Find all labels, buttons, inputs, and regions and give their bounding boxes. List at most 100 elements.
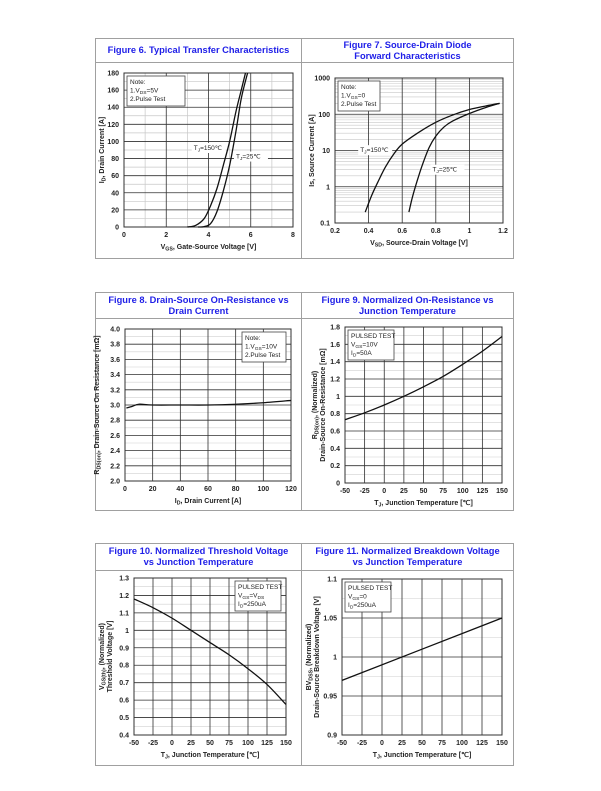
fig10-chart: -50 -25 0 25 50 75 100 125 150 0.4 0.5 0.6 0.7 0.8 0.9…: [99, 576, 292, 761]
note-line: 1.VGS​=0: [341, 93, 366, 102]
y-axis-label: RDS(on)​, Drain-Source On Resistance [mΩ…: [94, 335, 103, 474]
x-tick-label: -50: [337, 740, 347, 747]
note-line: PULSED TEST: [348, 585, 392, 592]
note-line: 2.Pulse Test: [341, 101, 376, 108]
note-box: [337, 80, 381, 112]
y-tick-label: 1.1: [327, 577, 337, 584]
x-tick-label: 0.8: [431, 228, 441, 235]
note-box: [347, 329, 395, 361]
subscript: GS: [255, 346, 263, 352]
text-run: PULSED TEST: [238, 584, 282, 591]
text-run: , Drain-Source On Resistance [mΩ]: [94, 335, 101, 452]
x-tick-label: 60: [204, 486, 212, 493]
plot-area-border: [133, 577, 287, 736]
y-tick-label: 2.2: [110, 463, 120, 470]
x-tick-label: 25: [187, 740, 195, 747]
x-axis-label: TJ​, Junction Temperature [℃]: [161, 751, 260, 761]
x-tick-label: 75: [439, 488, 447, 495]
figure-6-title: Figure 6. Typical Transfer Characteristi…: [107, 45, 290, 55]
y-tick-label: 0.9: [327, 733, 337, 740]
y-tick-label: 0: [115, 225, 119, 232]
x-tick-label: 50: [418, 740, 426, 747]
note-line: PULSED TEST: [351, 333, 395, 340]
x-tick-label: 40: [176, 486, 184, 493]
x-tick-label: 0.2: [330, 228, 340, 235]
text-run: I: [348, 602, 350, 609]
subscript: D: [102, 177, 108, 181]
x-tick-label: 125: [476, 740, 488, 747]
text-run: R: [312, 434, 319, 439]
y-axis-label: Threshold Voltage [V]: [107, 621, 114, 693]
curve-label: TJ​=25℃: [432, 167, 457, 176]
x-tick-label: -25: [360, 488, 370, 495]
text-run: PULSED TEST: [351, 333, 395, 340]
series-line: [197, 72, 249, 228]
text-run: V: [351, 342, 356, 349]
text-run: Note:: [245, 335, 261, 342]
text-run: V: [161, 244, 166, 251]
x-tick-label: 4: [207, 232, 211, 239]
y-tick-label: 100: [107, 139, 119, 146]
text-run: T: [374, 500, 379, 507]
subscript: J: [165, 755, 168, 761]
text-run: =0: [358, 93, 366, 100]
y-tick-label: 0.4: [119, 733, 129, 740]
subscript: J: [377, 755, 380, 761]
y-tick-label: 1.6: [330, 342, 340, 349]
note-line: PULSED TEST: [238, 584, 282, 591]
subscript: J: [364, 150, 367, 156]
plot-area-border: [344, 326, 503, 484]
y-tick-label: 0.7: [119, 680, 129, 687]
subscript: GS: [352, 596, 360, 602]
text-run: =10V: [262, 344, 278, 351]
x-tick-label: -50: [340, 488, 350, 495]
x-tick-label: 75: [225, 740, 233, 747]
y-tick-label: 160: [107, 88, 119, 95]
text-run: Is, Source Current [A]: [309, 114, 316, 186]
note-line: VGS​=10V: [351, 342, 378, 351]
note-line: 2.Pulse Test: [245, 352, 280, 359]
x-axis-label: TJ​, Junction Temperature [℃]: [374, 499, 473, 509]
text-run: =150℃: [367, 147, 390, 154]
subscript: D: [177, 501, 181, 507]
y-tick-label: 20: [111, 207, 119, 214]
x-tick-label: 75: [438, 740, 446, 747]
y-axis-label: Is, Source Current [A]: [309, 114, 316, 186]
subscript: D: [240, 604, 244, 610]
y-tick-label: 2.6: [110, 433, 120, 440]
figure-10-title: Figure 10. Normalized Threshold Voltage …: [108, 546, 289, 567]
subscript: GS: [242, 595, 250, 601]
subscript: SD: [375, 243, 383, 249]
text-run: =150℃: [200, 145, 223, 152]
subscript: GS(th): [102, 669, 108, 685]
plot-area-border: [123, 72, 294, 228]
y-tick-label: 2.4: [110, 448, 120, 455]
plot-area-border: [124, 328, 292, 482]
row-2-title-divider: [95, 318, 514, 319]
x-tick-label: -25: [357, 740, 367, 747]
x-tick-label: 0.6: [397, 228, 407, 235]
x-tick-label: 150: [496, 740, 508, 747]
x-tick-label: 150: [496, 488, 508, 495]
series-line: [341, 617, 503, 682]
series-line: [408, 102, 500, 213]
y-tick-label: 180: [107, 71, 119, 78]
y-tick-label: 140: [107, 105, 119, 112]
y-tick-label: 120: [107, 122, 119, 129]
text-run: T: [236, 154, 240, 161]
text-run: , (Normalized): [312, 371, 319, 417]
text-run: I: [99, 181, 106, 183]
x-tick-label: 0: [123, 486, 127, 493]
subscript: D: [353, 353, 357, 359]
subscript: J: [436, 169, 439, 175]
y-tick-label: 3.6: [110, 357, 120, 364]
y-axis-label: Drain-Source Breakdown Voltage [V]: [314, 596, 321, 718]
note-box: [241, 331, 287, 363]
y-tick-label: 1.3: [119, 576, 129, 583]
x-tick-label: -25: [148, 740, 158, 747]
y-axis-label: Drain-Source On-Resistance [mΩ]: [320, 348, 327, 461]
text-run: V: [348, 594, 353, 601]
text-run: T: [194, 145, 198, 152]
note-line: Note:: [130, 79, 146, 86]
figure-9-title: Figure 9. Normalized On-Resistance vs Ju…: [321, 294, 494, 316]
